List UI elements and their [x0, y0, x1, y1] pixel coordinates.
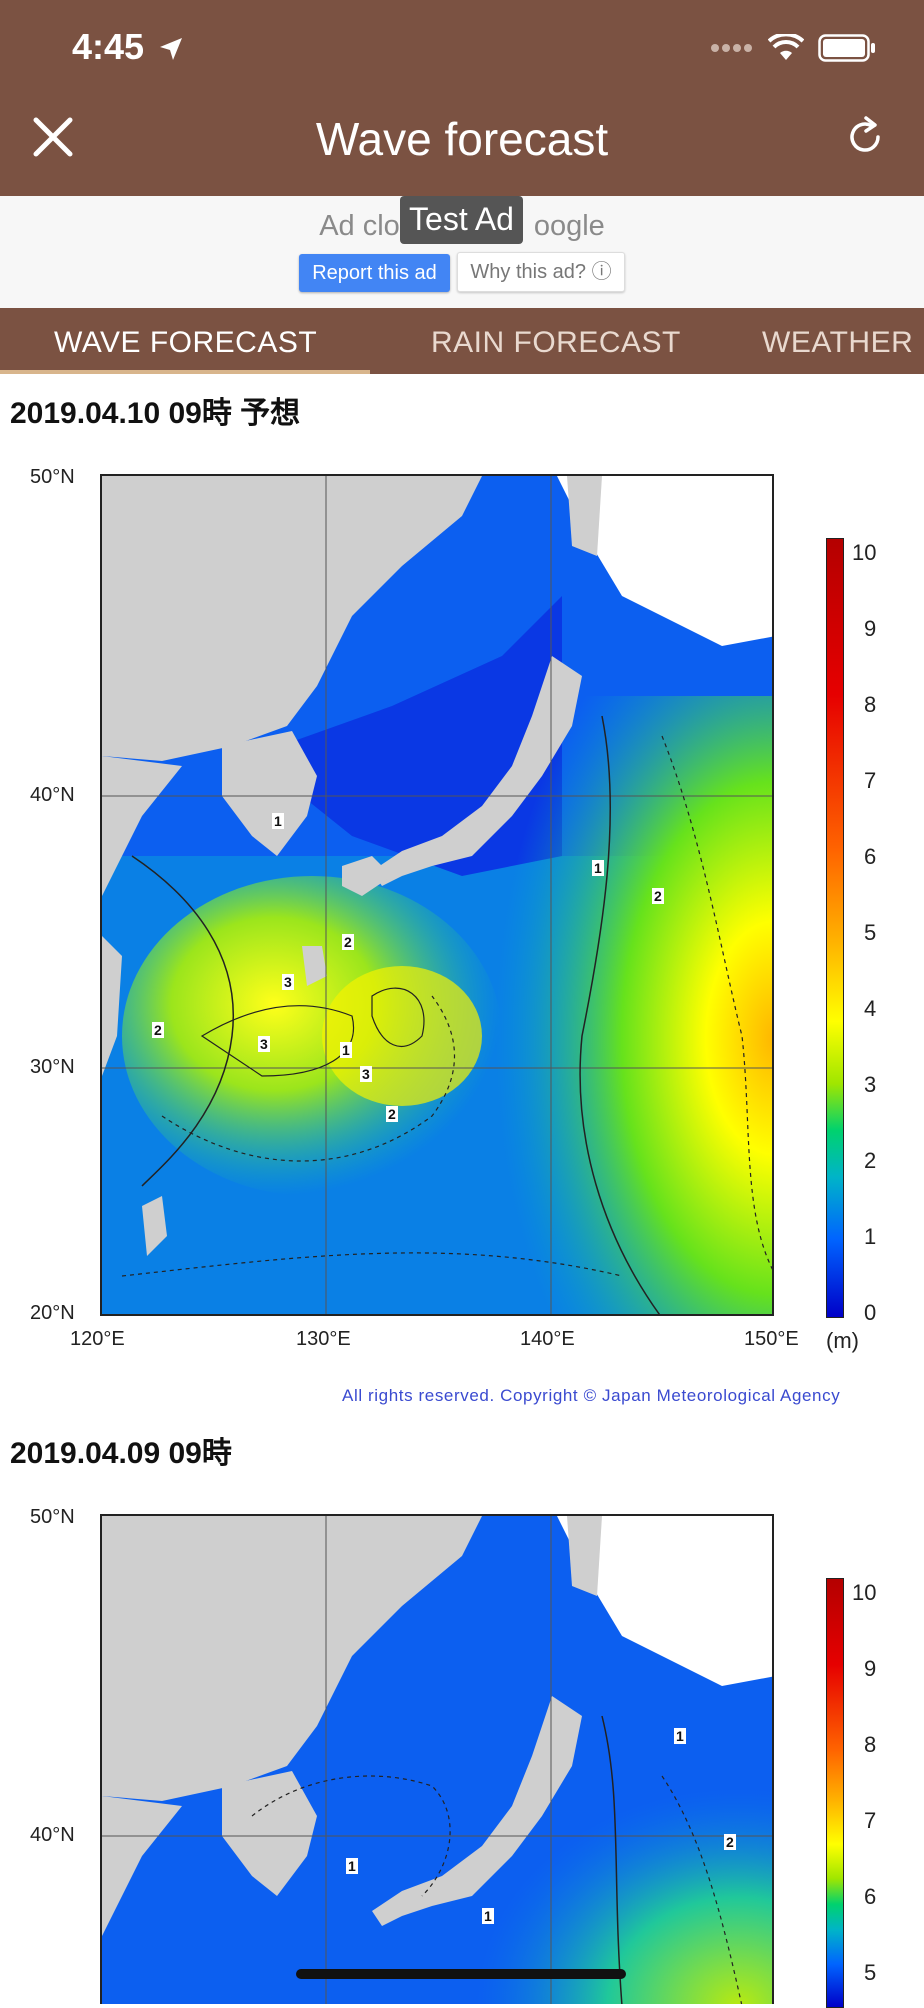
- contour-label: 3: [258, 1036, 270, 1052]
- lat-label: 40°N: [30, 1824, 75, 1846]
- tab-wave-forecast[interactable]: WAVE FORECAST: [54, 326, 318, 359]
- ad-closed-text: Ad clo oogle: [0, 210, 924, 243]
- colorbar-tick: 4: [864, 996, 877, 1021]
- tab-bar: WAVE FORECAST RAIN FORECAST WEATHER I: [0, 308, 924, 374]
- colorbar-tick: 2: [864, 1148, 877, 1173]
- colorbar-unit: (m): [826, 1328, 859, 1353]
- contour-label: 2: [152, 1022, 164, 1038]
- colorbar-tick: 3: [864, 1072, 877, 1097]
- colorbar-tick: 8: [864, 692, 877, 717]
- battery-icon: [818, 34, 876, 67]
- tab-rain-forecast[interactable]: RAIN FORECAST: [431, 326, 681, 359]
- colorbar-tick: 5: [864, 920, 877, 945]
- colorbar-tick: 8: [864, 1732, 877, 1757]
- tab-weather[interactable]: WEATHER I: [762, 326, 924, 359]
- colorbar-tick: 5: [864, 1960, 877, 1985]
- colorbar-tick: 9: [864, 616, 877, 641]
- wave-map-graphic: [102, 476, 772, 1314]
- colorbar-tick: 0: [864, 1300, 877, 1325]
- copyright-notice: All rights reserved. Copyright © Japan M…: [342, 1386, 841, 1405]
- contour-label: 1: [340, 1042, 352, 1058]
- why-this-ad-button[interactable]: Why this ad? ⓘ: [457, 252, 625, 292]
- lon-label: 120°E: [70, 1328, 125, 1350]
- colorbar-tick: 7: [864, 768, 877, 793]
- close-icon: [33, 117, 73, 157]
- lat-label: 40°N: [30, 784, 75, 806]
- contour-label: 3: [360, 1066, 372, 1082]
- ad-text-left: Ad clo: [319, 210, 400, 242]
- wifi-icon: [767, 32, 805, 67]
- ad-banner[interactable]: Ad clo oogle Test Ad Report this ad Why t…: [0, 196, 924, 308]
- contour-label: 1: [482, 1908, 494, 1924]
- active-tab-indicator: [0, 370, 370, 374]
- lon-label: 140°E: [520, 1328, 575, 1350]
- status-indicators: [710, 32, 876, 67]
- lat-label: 30°N: [30, 1056, 75, 1078]
- colorbar-tick: 10: [852, 540, 877, 565]
- lon-label: 130°E: [296, 1328, 351, 1350]
- contour-label: 1: [272, 813, 284, 829]
- colorbar-tick: 1: [864, 1224, 877, 1249]
- contour-label: 2: [652, 888, 664, 904]
- contour-label: 1: [674, 1728, 686, 1744]
- colorbar-tick: 7: [864, 1808, 877, 1833]
- signal-icon: [710, 41, 754, 60]
- wave-height-map: 1 2 3 2 3 1 3 2 1 2: [100, 474, 774, 1316]
- contour-label: 2: [724, 1834, 736, 1850]
- contour-label: 3: [282, 974, 294, 990]
- colorbar-tick: 6: [864, 844, 877, 869]
- contour-label: 1: [592, 860, 604, 876]
- colorbar-tick: 9: [864, 1656, 877, 1681]
- colorbar: [826, 1578, 844, 2008]
- contour-label: 1: [346, 1858, 358, 1874]
- contour-label: 2: [386, 1106, 398, 1122]
- refresh-icon: [850, 116, 880, 152]
- contour-label: 2: [342, 934, 354, 950]
- forecast-title: 2019.04.09 09時: [10, 1437, 232, 1470]
- lat-label: 50°N: [30, 466, 75, 488]
- home-indicator[interactable]: [296, 1969, 626, 1979]
- lat-label: 50°N: [30, 1506, 75, 1528]
- ad-text-right: oogle: [533, 210, 605, 242]
- close-button[interactable]: [28, 112, 78, 162]
- forecast-title: 2019.04.10 09時 予想: [10, 397, 301, 430]
- app-header: 4:45 Wave fore: [0, 0, 924, 196]
- lat-label: 20°N: [30, 1302, 75, 1324]
- report-ad-button[interactable]: Report this ad: [299, 254, 450, 292]
- colorbar-tick: 6: [864, 1884, 877, 1909]
- status-time: 4:45: [72, 26, 145, 67]
- test-ad-badge: Test Ad: [400, 196, 523, 244]
- page-title: Wave forecast: [315, 113, 609, 165]
- colorbar-tick: 10: [852, 1580, 877, 1605]
- lon-label: 150°E: [744, 1328, 799, 1350]
- refresh-button[interactable]: [842, 114, 888, 160]
- colorbar: [826, 538, 844, 1318]
- wave-height-map: 1 1 1 2: [100, 1514, 774, 2004]
- wave-map-graphic: [102, 1516, 772, 2004]
- location-arrow-icon: [158, 36, 184, 67]
